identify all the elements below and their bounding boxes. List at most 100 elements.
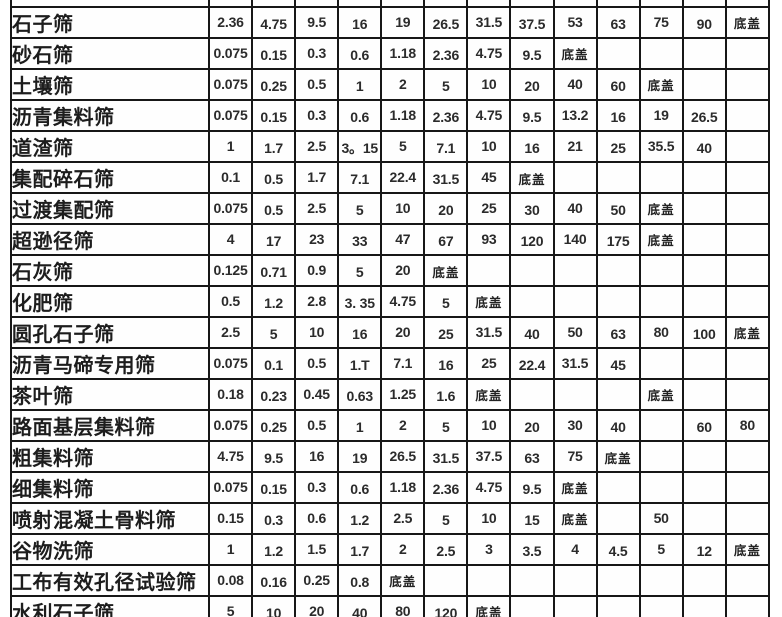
empty-cell: [552, 0, 598, 8]
aperture-size-cell: 15: [509, 501, 555, 535]
empty-cell: [681, 67, 727, 101]
empty-cell: [638, 284, 684, 318]
sieve-name-cell: 喷射混凝土骨料筛: [10, 501, 210, 535]
aperture-size-cell: 4.75: [466, 98, 512, 132]
aperture-size-cell: 19: [638, 98, 684, 132]
aperture-size-cell: 0.075: [207, 470, 254, 504]
empty-cell: [337, 0, 383, 8]
table-row: 超逊径筛 4 17 23 33 47 67 93 120 140 175 底盖: [10, 222, 771, 256]
bottom-cover-cell: 底盖: [423, 253, 469, 287]
aperture-size-cell: 0.5: [251, 160, 297, 194]
bottom-cover-cell: 底盖: [552, 501, 598, 535]
table-row: 圆孔石子筛 2.5 5 10 16 20 25 31.5 40 50 63 80 100 底盖: [10, 315, 771, 349]
aperture-size-cell: 120: [509, 222, 555, 256]
empty-cell: [724, 129, 771, 163]
empty-cell: [724, 346, 771, 380]
empty-cell: [681, 284, 727, 318]
aperture-size-cell: 0.3: [294, 36, 340, 70]
aperture-size-cell: 0.075: [207, 408, 254, 442]
aperture-size-cell: 31.5: [423, 439, 469, 473]
bottom-cover-cell: 底盖: [638, 191, 684, 225]
bottom-cover-cell: 底盖: [552, 36, 598, 70]
aperture-size-cell: 2.36: [423, 470, 469, 504]
sieve-name-cell: 化肥筛: [10, 284, 210, 318]
aperture-size-cell: 1.T: [337, 346, 383, 380]
aperture-size-cell: 20: [380, 315, 426, 349]
aperture-size-cell: 2: [380, 408, 426, 442]
aperture-size-cell: 31.5: [423, 160, 469, 194]
aperture-size-cell: 4: [552, 532, 598, 566]
bottom-cover-cell: 底盖: [638, 222, 684, 256]
aperture-size-cell: 67: [423, 222, 469, 256]
aperture-size-cell: 5: [423, 284, 469, 318]
table-row: 谷物洗筛 1 1.2 1.5 1.7 2 2.5 3 3.5 4 4.5 5 12 底盖: [10, 532, 771, 566]
aperture-size-cell: 22.4: [380, 160, 426, 194]
empty-cell: [681, 501, 727, 535]
aperture-size-cell: 31.5: [466, 315, 512, 349]
aperture-size-cell: 10: [466, 67, 512, 101]
aperture-size-cell: 30: [552, 408, 598, 442]
empty-cell: [724, 98, 771, 132]
bottom-cover-cell: 底盖: [466, 377, 512, 411]
aperture-size-cell: 0.9: [294, 253, 340, 287]
empty-cell: [724, 439, 771, 473]
sieve-name-cell: 水利石子筛: [10, 594, 210, 617]
aperture-size-cell: 0.5: [294, 67, 340, 101]
aperture-size-cell: 1.7: [294, 160, 340, 194]
aperture-size-cell: 0.08: [207, 563, 254, 597]
aperture-size-cell: 9.5: [251, 439, 297, 473]
aperture-size-cell: 40: [681, 129, 727, 163]
aperture-size-cell: 7.1: [337, 160, 383, 194]
aperture-size-cell: 0.25: [294, 563, 340, 597]
empty-cell: [681, 346, 727, 380]
sieve-name-cell: 集配碎石筛: [10, 160, 210, 194]
aperture-size-cell: 45: [595, 346, 641, 380]
empty-cell: [595, 160, 641, 194]
aperture-size-cell: 1: [207, 532, 254, 566]
aperture-size-cell: 5: [380, 129, 426, 163]
aperture-size-cell: 26.5: [681, 98, 727, 132]
aperture-size-cell: 0.5: [294, 346, 340, 380]
empty-cell: [380, 0, 426, 8]
aperture-size-cell: 0.075: [207, 67, 254, 101]
bottom-cover-cell: 底盖: [466, 284, 512, 318]
sieve-name-cell: 沥青马碲专用筛: [10, 346, 210, 380]
aperture-size-cell: 20: [509, 67, 555, 101]
empty-cell: [724, 36, 771, 70]
aperture-size-cell: 2.5: [294, 129, 340, 163]
aperture-size-cell: 1: [337, 408, 383, 442]
bottom-cover-cell: 底盖: [380, 563, 426, 597]
aperture-size-cell: 1: [207, 129, 254, 163]
empty-cell: [552, 594, 598, 617]
aperture-size-cell: 0.5: [207, 284, 254, 318]
aperture-size-cell: 17: [251, 222, 297, 256]
aperture-size-cell: 2.36: [423, 36, 469, 70]
aperture-size-cell: 13.2: [552, 98, 598, 132]
empty-cell: [681, 191, 727, 225]
aperture-size-cell: 1.2: [337, 501, 383, 535]
aperture-size-cell: 16: [509, 129, 555, 163]
aperture-size-cell: 63: [509, 439, 555, 473]
aperture-size-cell: 50: [638, 501, 684, 535]
aperture-size-cell: 0.075: [207, 98, 254, 132]
table-row: 化肥筛 0.5 1.2 2.8 3. 35 4.75 5 底盖: [10, 284, 771, 318]
sieve-name-cell: 砂石筛: [10, 36, 210, 70]
aperture-size-cell: 4.75: [251, 5, 297, 39]
empty-cell: [466, 563, 512, 597]
empty-cell: [595, 253, 641, 287]
bottom-cover-cell: 底盖: [552, 470, 598, 504]
aperture-size-cell: 25: [595, 129, 641, 163]
aperture-size-cell: 9.5: [509, 470, 555, 504]
aperture-size-cell: 80: [638, 315, 684, 349]
aperture-size-cell: 19: [380, 5, 426, 39]
aperture-size-cell: 22.4: [509, 346, 555, 380]
empty-cell: [724, 0, 771, 8]
sieve-name-cell: 石灰筛: [10, 253, 210, 287]
aperture-size-cell: 0.1: [251, 346, 297, 380]
empty-cell: [638, 563, 684, 597]
aperture-size-cell: 3。15: [337, 129, 383, 163]
empty-cell: [552, 284, 598, 318]
aperture-size-cell: 16: [337, 315, 383, 349]
empty-cell: [552, 160, 598, 194]
aperture-size-cell: 47: [380, 222, 426, 256]
